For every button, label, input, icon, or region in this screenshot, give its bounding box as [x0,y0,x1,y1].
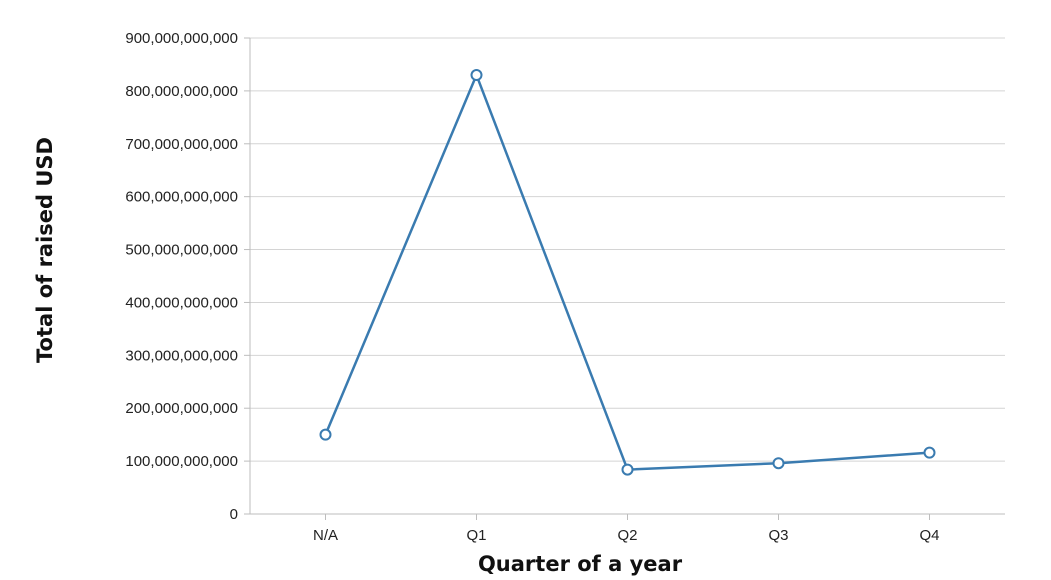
x-tick-labels: N/A Q1 Q2 Q3 Q4 [313,514,940,544]
y-axis-title: Total of raised USD [33,137,57,363]
y-tick-label: 600,000,000,000 [125,189,238,206]
y-tick-label: 300,000,000,000 [125,347,238,364]
y-tick-label: 500,000,000,000 [125,242,238,259]
data-point[interactable] [621,463,634,476]
x-tick-label: Q2 [617,527,637,544]
axes [249,38,1005,515]
series [319,69,936,476]
y-tick-label: 200,000,000,000 [125,400,238,417]
data-point[interactable] [923,446,936,459]
x-axis-title: Quarter of a year [478,552,683,576]
x-tick-label: N/A [313,527,338,544]
data-point[interactable] [319,428,332,441]
series-line [324,73,930,471]
y-tick-labels: 0 100,000,000,000 200,000,000,000 300,000,0… [125,30,250,523]
data-point[interactable] [470,69,483,82]
x-tick-label: Q1 [466,527,486,544]
y-tick-label: 700,000,000,000 [125,136,238,153]
x-tick-label: Q3 [768,527,788,544]
y-tick-label: 800,000,000,000 [125,83,238,100]
gridlines [250,37,1005,462]
x-tick-label: Q4 [919,527,939,544]
y-tick-label: 100,000,000,000 [125,453,238,470]
y-tick-label: 0 [230,506,238,523]
y-tick-label: 400,000,000,000 [125,294,238,311]
y-tick-label: 900,000,000,000 [125,30,238,47]
data-point[interactable] [772,457,785,470]
